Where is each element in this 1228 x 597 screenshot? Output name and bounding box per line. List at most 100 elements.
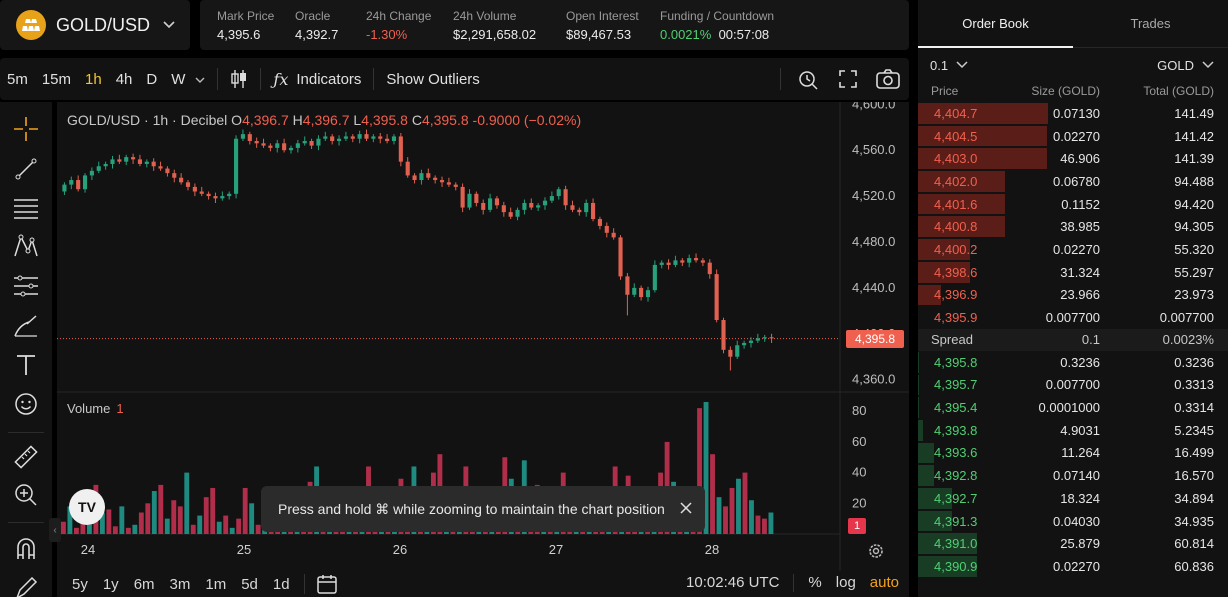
bid-size: 0.04030 [1053, 513, 1100, 529]
range-3m[interactable]: 3m [169, 575, 191, 593]
pattern-icon[interactable] [12, 232, 40, 260]
close-icon[interactable] [677, 499, 695, 517]
ask-row[interactable]: 4,404.7 0.07130 141.49 [918, 102, 1228, 125]
timeframe-dropdown-chevron-icon[interactable] [195, 71, 205, 88]
bid-total: 60.836 [1174, 558, 1214, 574]
ask-row[interactable]: 4,401.6 0.1152 94.420 [918, 193, 1228, 216]
range-1d[interactable]: 1d [272, 575, 290, 593]
bid-price: 4,393.6 [934, 445, 978, 461]
tick-size-select[interactable]: 0.1 [930, 58, 968, 73]
bid-size: 11.264 [1061, 445, 1100, 461]
bid-row[interactable]: 4,393.8 4.9031 5.2345 [918, 419, 1228, 442]
candle-down [247, 134, 252, 142]
timeframe-5m[interactable]: 5m [7, 70, 28, 88]
ask-row[interactable]: 4,395.9 0.007700 0.007700 [918, 306, 1228, 329]
ask-row[interactable]: 4,402.0 0.06780 94.488 [918, 170, 1228, 193]
indicators-label: Indicators [296, 70, 362, 88]
candle-up [124, 157, 129, 162]
chart-settings-gear-icon[interactable] [867, 542, 885, 560]
ask-size: 0.02270 [1053, 128, 1100, 144]
ask-row[interactable]: 4,398.6 31.324 55.297 [918, 261, 1228, 284]
bid-row[interactable]: 4,395.8 0.3236 0.3236 [918, 351, 1228, 374]
tab-trades[interactable]: Trades [1130, 16, 1171, 31]
ask-row[interactable]: 4,400.2 0.02270 55.320 [918, 238, 1228, 261]
candle-down [405, 161, 410, 176]
replay-icon[interactable] [795, 66, 821, 92]
ask-row[interactable]: 4,396.9 23.966 23.973 [918, 284, 1228, 307]
bid-row[interactable]: 4,395.7 0.007700 0.3313 [918, 374, 1228, 397]
ask-row[interactable]: 4,404.5 0.02270 141.42 [918, 125, 1228, 148]
pair-name: GOLD/USD [56, 14, 151, 35]
date-range-icon[interactable] [316, 574, 337, 594]
show-outliers-button[interactable]: Show Outliers [386, 70, 480, 88]
prediction-icon[interactable] [12, 272, 40, 300]
candle-down [501, 205, 506, 213]
ask-total: 141.39 [1174, 151, 1214, 167]
range-5y[interactable]: 5y [72, 575, 88, 593]
bid-total: 0.3314 [1174, 400, 1214, 416]
volume-tick-label: 60 [852, 434, 866, 449]
ask-row[interactable]: 4,400.8 38.985 94.305 [918, 215, 1228, 238]
candle-down [158, 166, 163, 169]
candle-down [433, 177, 438, 181]
candle-type-icon[interactable] [230, 69, 248, 89]
timeframe-4h[interactable]: 4h [115, 70, 133, 88]
volume-bar-down [762, 518, 767, 534]
bid-row[interactable]: 4,392.7 18.324 34.894 [918, 487, 1228, 510]
unit-select[interactable]: GOLD [1157, 58, 1214, 73]
pair-selector[interactable]: GOLD/USD [0, 0, 190, 50]
timeframe-d[interactable]: D [146, 70, 158, 88]
ask-size: 23.966 [1060, 287, 1100, 303]
crosshair-icon[interactable] [12, 115, 40, 143]
bid-row[interactable]: 4,391.3 0.04030 34.935 [918, 510, 1228, 533]
header-size: Size (GOLD) [1031, 84, 1100, 98]
tab-order-book[interactable]: Order Book [918, 0, 1073, 48]
bid-depth-bar [918, 556, 977, 577]
range-1y[interactable]: 1y [102, 575, 119, 593]
bid-row[interactable]: 4,391.0 25.879 60.814 [918, 532, 1228, 555]
candle-up [227, 193, 232, 197]
candle-up [220, 196, 225, 199]
bid-row[interactable]: 4,395.4 0.0001000 0.3314 [918, 396, 1228, 419]
indicators-button[interactable]: ƒx Indicators [273, 70, 361, 89]
lock-drawing-icon[interactable] [12, 574, 40, 597]
range-6m[interactable]: 6m [133, 575, 155, 593]
camera-icon[interactable] [875, 66, 901, 92]
text-icon[interactable] [12, 351, 40, 379]
zoom-in-icon[interactable] [12, 481, 40, 509]
chart-toolbar: 5m 15m 1h 4h D W ƒx Indicators Show Outl… [0, 58, 909, 100]
range-1m[interactable]: 1m [205, 575, 227, 593]
bid-row[interactable]: 4,392.8 0.07140 16.570 [918, 464, 1228, 487]
brush-icon[interactable] [12, 312, 40, 340]
candle-down [611, 232, 616, 238]
fib-retracement-icon[interactable] [12, 194, 40, 222]
percent-scale-toggle[interactable]: % [808, 574, 822, 591]
price-chart[interactable]: 4,600.04,560.04,520.04,480.04,440.04,400… [49, 102, 909, 597]
candle-down [199, 191, 204, 194]
ask-size: 38.985 [1060, 219, 1100, 235]
tradingview-logo[interactable]: TV [69, 489, 105, 525]
auto-scale-toggle[interactable]: auto [869, 574, 899, 591]
ask-row[interactable]: 4,403.0 46.906 141.39 [918, 147, 1228, 170]
collapse-toolbar-chevron-icon[interactable]: ‹ [49, 518, 61, 542]
volume-bar-down [236, 518, 242, 534]
candle-up [144, 161, 149, 164]
log-scale-toggle[interactable]: log [835, 574, 856, 591]
fullscreen-icon[interactable] [835, 66, 861, 92]
bid-row[interactable]: 4,390.9 0.02270 60.836 [918, 555, 1228, 578]
volume-bar-up [197, 515, 203, 534]
volume-legend: Volume 1 [67, 401, 124, 416]
timeframe-1h[interactable]: 1h [85, 70, 102, 88]
timeframe-15m[interactable]: 15m [41, 70, 72, 88]
bid-row[interactable]: 4,393.6 11.264 16.499 [918, 442, 1228, 465]
ruler-icon[interactable] [12, 443, 40, 471]
utc-clock[interactable]: 10:02:46 UTC [686, 574, 780, 591]
volume-bar-up [86, 524, 92, 534]
range-5d[interactable]: 5d [241, 575, 258, 593]
volume-bar-up [67, 506, 73, 534]
magnet-icon[interactable] [12, 535, 40, 563]
ask-depth-bar [918, 103, 1049, 124]
emoji-icon[interactable] [12, 390, 40, 418]
trend-line-icon[interactable] [12, 155, 40, 183]
timeframe-w[interactable]: W [171, 70, 186, 88]
